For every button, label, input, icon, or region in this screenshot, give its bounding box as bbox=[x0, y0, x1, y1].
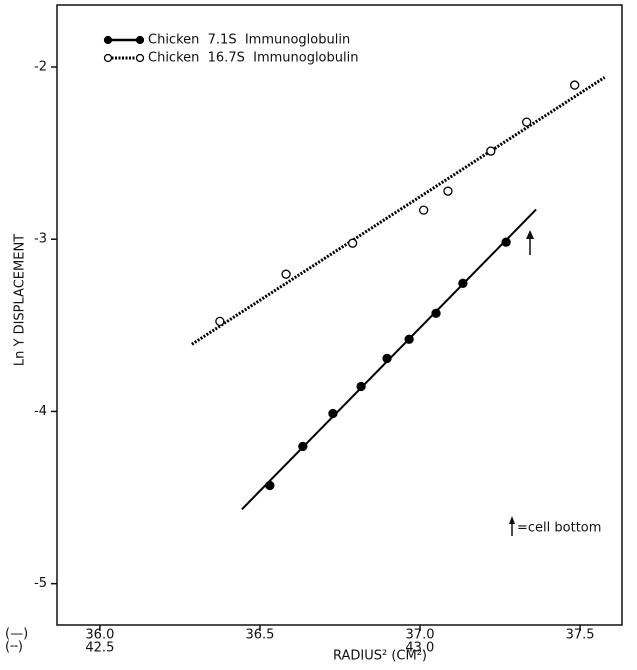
legend-marker bbox=[135, 35, 145, 45]
data-point bbox=[404, 334, 414, 344]
y-tick-label: -5 bbox=[34, 576, 47, 591]
fit-line bbox=[191, 76, 606, 346]
data-point bbox=[418, 205, 429, 215]
annotation: =cell bottom bbox=[517, 521, 601, 536]
data-point bbox=[281, 269, 291, 279]
data-point bbox=[486, 146, 496, 156]
x-axis-label: RADIUS² (CM²) bbox=[333, 649, 427, 664]
legend-marker bbox=[103, 35, 113, 45]
x-tick-label: 36.5 bbox=[245, 628, 274, 643]
x-tick-label: 37.0 bbox=[406, 628, 435, 643]
data-point bbox=[215, 316, 225, 327]
x-tick-label: 37.5 bbox=[566, 628, 595, 643]
data-point bbox=[298, 441, 308, 452]
x-axis-key: (—) bbox=[5, 627, 28, 642]
data-point bbox=[328, 408, 338, 419]
data-point bbox=[443, 186, 453, 196]
legend-marker bbox=[103, 53, 113, 63]
data-point bbox=[458, 278, 468, 288]
data-point bbox=[347, 238, 358, 248]
data-point bbox=[265, 480, 275, 491]
data-point bbox=[431, 308, 441, 318]
y-tick-label: -4 bbox=[34, 404, 47, 419]
y-tick-label: -2 bbox=[34, 60, 47, 75]
legend-label: Chicken 16.7S Immunoglobulin bbox=[148, 51, 358, 66]
data-point bbox=[356, 381, 366, 392]
data-point bbox=[382, 353, 392, 364]
data-point bbox=[570, 80, 580, 90]
plot-frame bbox=[56, 4, 623, 626]
data-point bbox=[501, 237, 511, 247]
legend-label: Chicken 7.1S Immunoglobulin bbox=[148, 33, 350, 48]
legend-marker bbox=[135, 53, 145, 63]
x2-tick-label: 42.5 bbox=[85, 641, 114, 656]
x-tick-label: 36.0 bbox=[85, 628, 114, 643]
data-point bbox=[522, 117, 532, 127]
cell-bottom-arrowhead bbox=[526, 230, 534, 239]
y-axis-label: Ln Y DISPLACEMENT bbox=[13, 234, 28, 366]
x2-tick-label: 43.0 bbox=[405, 641, 434, 656]
annotation-arrowhead bbox=[509, 516, 515, 524]
x-axis-key: (╌) bbox=[5, 640, 23, 655]
y-tick-label: -3 bbox=[34, 232, 47, 247]
